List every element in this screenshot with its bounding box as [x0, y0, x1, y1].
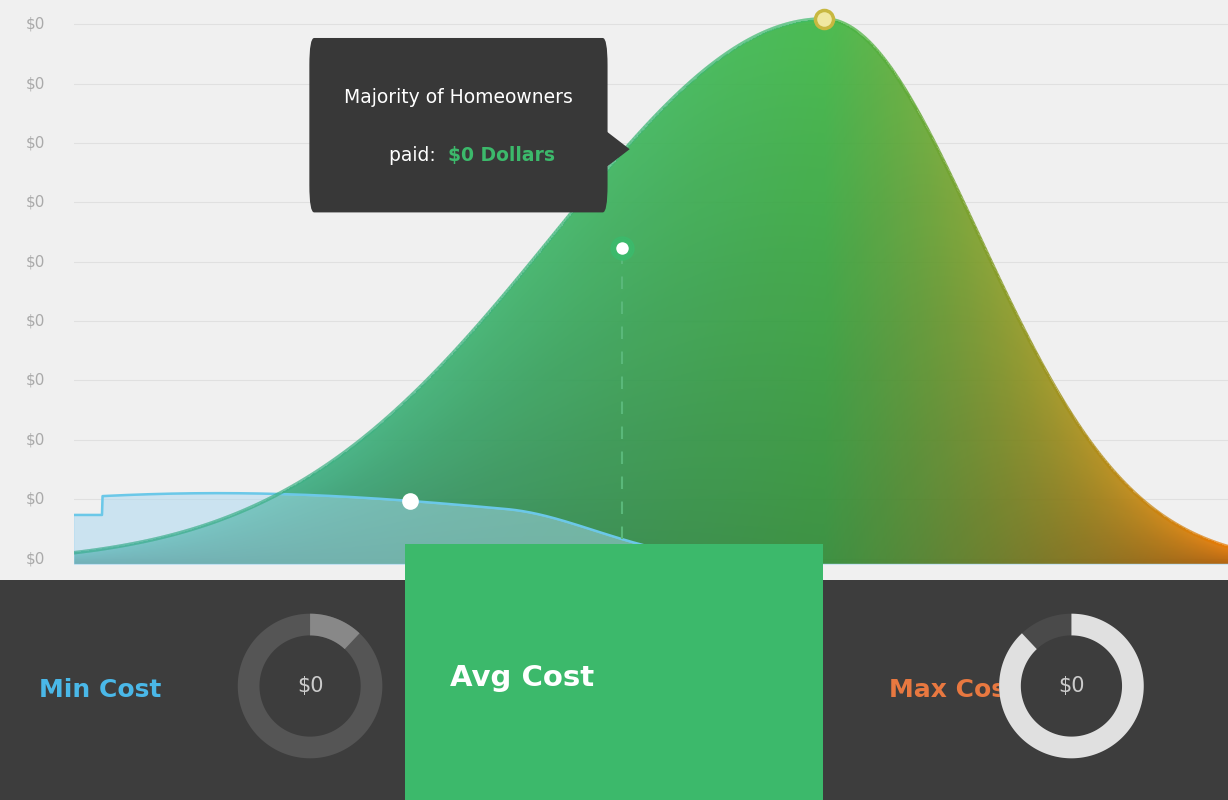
- Text: $0: $0: [1059, 676, 1084, 696]
- Text: $0: $0: [26, 373, 44, 388]
- Polygon shape: [1000, 614, 1143, 758]
- Text: $0: $0: [26, 314, 44, 329]
- Polygon shape: [603, 129, 630, 170]
- Text: $0: $0: [26, 254, 44, 270]
- Text: Majority of Homeowners: Majority of Homeowners: [344, 88, 573, 107]
- Text: $0: $0: [26, 492, 44, 506]
- Text: $0 Dollars: $0 Dollars: [448, 146, 555, 165]
- Text: $0: $0: [26, 76, 44, 91]
- Text: $0: $0: [297, 676, 323, 696]
- Polygon shape: [587, 580, 771, 764]
- Text: $0: $0: [662, 659, 695, 685]
- Text: $0: $0: [26, 135, 44, 150]
- Polygon shape: [238, 614, 382, 758]
- FancyBboxPatch shape: [309, 38, 608, 213]
- Polygon shape: [587, 580, 770, 764]
- Text: paid:: paid:: [389, 146, 442, 165]
- Text: $0: $0: [26, 432, 44, 447]
- Polygon shape: [1000, 614, 1143, 758]
- Polygon shape: [309, 614, 360, 649]
- Text: Min Cost: Min Cost: [39, 678, 161, 702]
- Text: $0: $0: [26, 195, 44, 210]
- Text: $0: $0: [26, 17, 44, 32]
- Text: Avg Cost: Avg Cost: [451, 664, 594, 692]
- Text: $0: $0: [26, 551, 44, 566]
- Text: Max Cost: Max Cost: [889, 678, 1018, 702]
